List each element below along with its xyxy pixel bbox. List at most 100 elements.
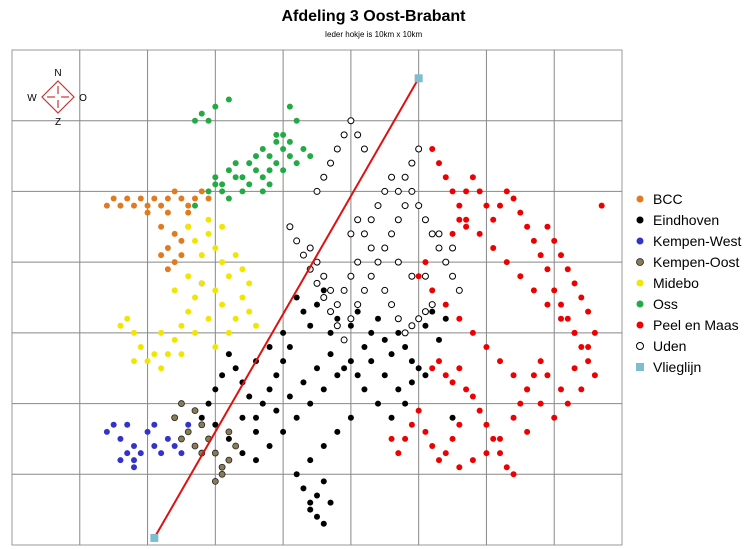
data-point (354, 308, 361, 315)
data-point (442, 315, 449, 322)
data-point (164, 209, 171, 216)
data-point (117, 457, 124, 464)
data-point (327, 329, 334, 336)
data-point (232, 160, 239, 167)
data-point (286, 103, 293, 110)
data-point (273, 407, 280, 414)
data-point (158, 329, 165, 336)
data-point (442, 450, 449, 457)
data-point (273, 372, 280, 379)
plot-grid (11, 49, 623, 546)
data-point (164, 245, 171, 251)
data-point (469, 174, 476, 181)
data-point (490, 435, 497, 442)
data-point (266, 153, 273, 160)
data-point (158, 450, 165, 457)
data-point (192, 117, 198, 124)
data-point (558, 252, 564, 259)
data-point (327, 351, 334, 358)
data-point (280, 146, 287, 152)
data-point (286, 344, 293, 350)
data-point (300, 379, 307, 386)
data-point (293, 414, 300, 421)
data-point (564, 315, 571, 322)
data-point (469, 329, 476, 336)
data-point (422, 259, 429, 266)
data-point (537, 252, 544, 259)
data-point (395, 329, 402, 336)
data-point (354, 258, 362, 266)
data-point (449, 414, 456, 421)
data-point (517, 209, 524, 216)
data-point (408, 159, 416, 167)
data-point (429, 365, 436, 372)
data-point (246, 160, 253, 167)
data-point (394, 258, 402, 266)
data-point (273, 131, 280, 138)
data-point (178, 351, 185, 358)
data-point (394, 187, 402, 195)
data-point (375, 315, 381, 322)
data-point (578, 386, 585, 393)
data-point (212, 344, 219, 350)
vlieglijn-line (153, 77, 420, 539)
data-point (144, 358, 151, 365)
data-point (253, 428, 259, 435)
data-point (131, 464, 137, 471)
data-point (442, 174, 449, 181)
data-point (246, 181, 253, 188)
data-point (293, 117, 300, 124)
data-point (299, 251, 307, 259)
data-point (388, 230, 396, 238)
data-point (360, 286, 368, 294)
data-point (164, 266, 171, 273)
data-point (429, 443, 436, 449)
data-point (591, 372, 598, 379)
data-point (320, 443, 327, 449)
data-point (171, 230, 178, 237)
data-point (469, 457, 476, 464)
data-point (205, 216, 212, 223)
data-point (307, 322, 314, 329)
data-point (381, 244, 389, 252)
data-point (442, 301, 449, 308)
data-point (456, 202, 463, 209)
data-point (463, 223, 470, 230)
data-point (544, 372, 551, 379)
data-point (449, 230, 456, 237)
series-kempen-west (103, 280, 205, 471)
legend-label: Eindhoven (653, 211, 720, 228)
data-point (212, 181, 219, 188)
data-point (171, 188, 178, 195)
series-vlieglijn (150, 74, 423, 542)
legend-label: Midebo (653, 274, 699, 291)
series-midebo (117, 216, 259, 372)
data-point (449, 244, 457, 252)
data-point (571, 329, 578, 336)
data-point (428, 230, 436, 238)
data-point (300, 308, 307, 315)
data-point (239, 174, 246, 181)
data-point (158, 252, 165, 259)
data-point (259, 400, 266, 407)
data-point (401, 329, 409, 337)
data-point (510, 414, 517, 421)
data-point (524, 428, 531, 435)
data-point (408, 272, 416, 280)
data-point (137, 195, 144, 202)
legend-item-kempen-oost: Kempen-Oost (633, 251, 741, 272)
data-point (131, 202, 137, 209)
data-point (408, 421, 415, 428)
data-point (320, 272, 328, 280)
data-point (198, 280, 205, 287)
data-point (436, 358, 442, 365)
data-point (375, 400, 381, 407)
data-point (361, 386, 368, 393)
data-point (585, 358, 592, 365)
data-point (463, 216, 470, 223)
data-point (558, 315, 564, 322)
data-point (463, 188, 470, 195)
data-point (280, 428, 287, 435)
data-point (307, 400, 314, 407)
data-point (360, 230, 368, 238)
